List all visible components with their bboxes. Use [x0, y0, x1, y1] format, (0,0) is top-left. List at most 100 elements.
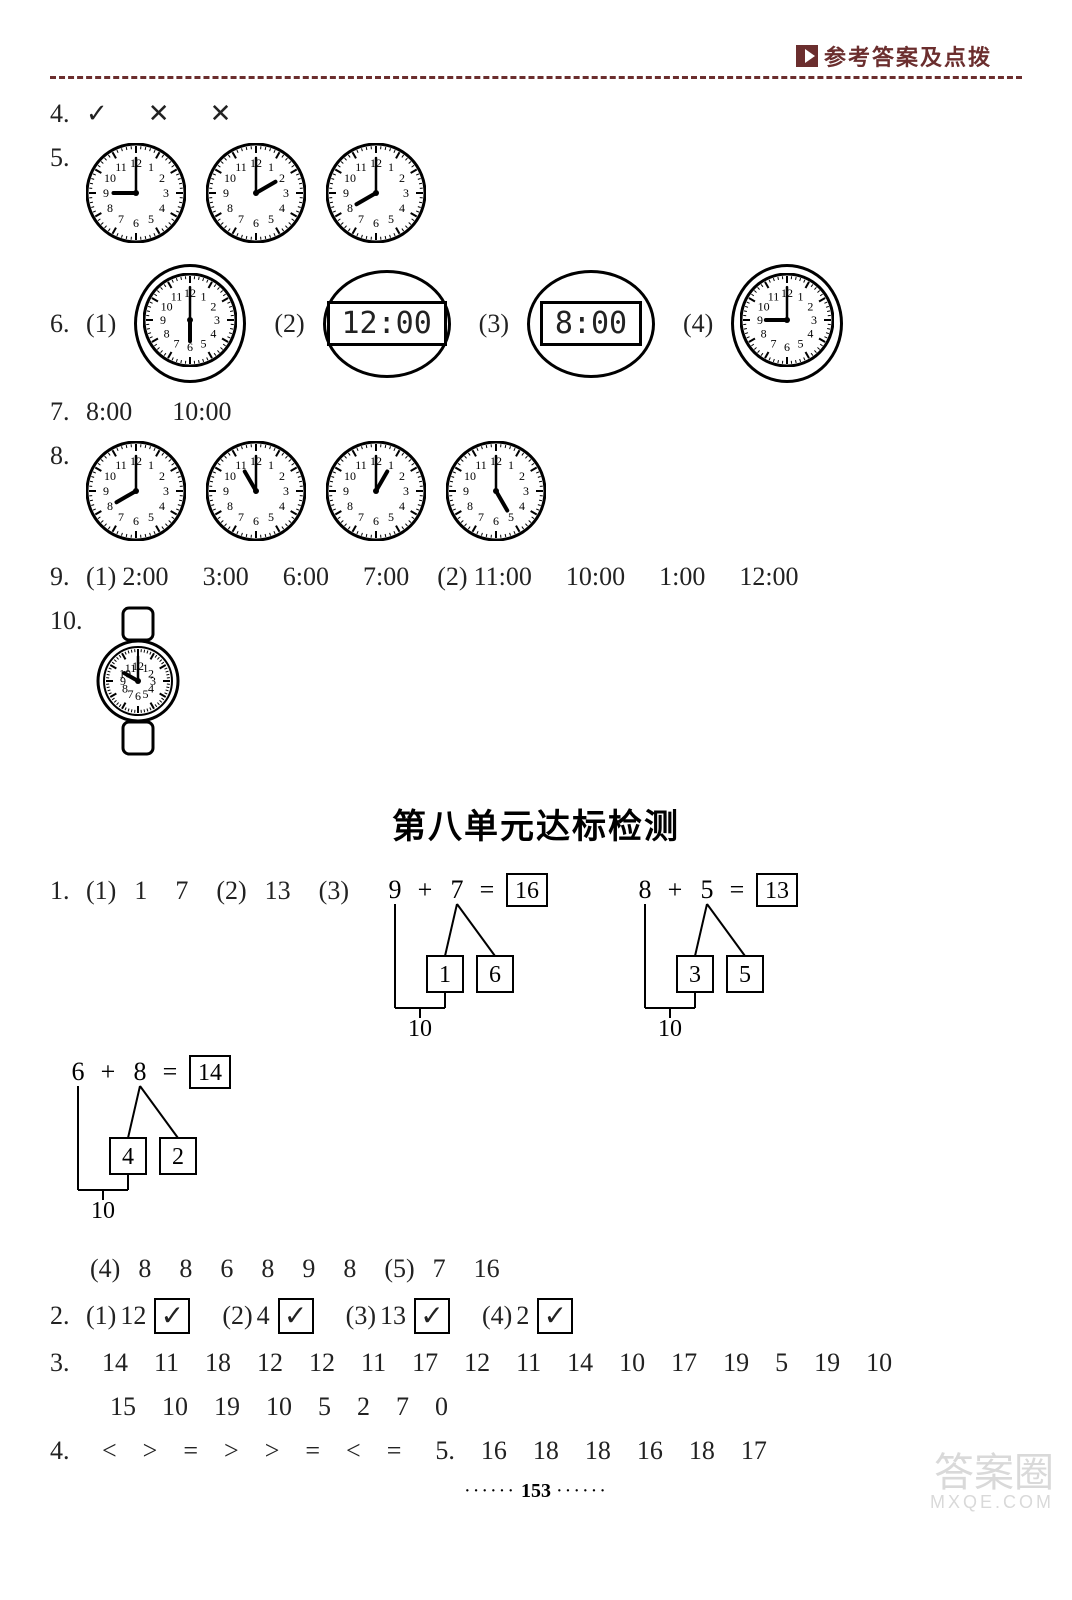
s1-sub4-v: 9: [302, 1254, 315, 1284]
q10-row: 10. 123456789101112: [50, 606, 1022, 763]
header-title: 参考答案及点拨: [824, 40, 992, 72]
svg-text:9: 9: [223, 484, 229, 498]
svg-text:5: 5: [739, 962, 751, 988]
svg-text:3: 3: [163, 186, 169, 200]
svg-text:7: 7: [174, 336, 180, 350]
svg-text:3: 3: [283, 484, 289, 498]
svg-text:9: 9: [388, 875, 401, 904]
svg-text:2: 2: [808, 300, 814, 314]
svg-text:10: 10: [344, 469, 356, 483]
svg-text:3: 3: [403, 484, 409, 498]
svg-text:4: 4: [159, 201, 165, 215]
s3-v: 17: [412, 1348, 438, 1378]
watch-icon: 123456789101112: [93, 606, 183, 756]
s3-v: 14: [102, 1348, 128, 1378]
svg-text:8: 8: [467, 499, 473, 513]
s3-v: 12: [309, 1348, 335, 1378]
s1-row: 1.(1)17(2)13(3) 9 + 7 = 16 1 6 10 8 + 5 …: [50, 876, 1022, 1240]
svg-text:5: 5: [268, 212, 274, 226]
svg-text:=: =: [730, 875, 745, 904]
s3-v: 11: [516, 1348, 541, 1378]
svg-text:5: 5: [508, 510, 514, 524]
clock: 123456789101112: [86, 143, 186, 250]
svg-text:1: 1: [388, 160, 394, 174]
svg-text:4: 4: [211, 327, 217, 341]
s5-v: 18: [689, 1436, 715, 1466]
digital-time: 12:00: [327, 301, 447, 346]
svg-text:=: =: [480, 875, 495, 904]
s3-num: 3.: [50, 1348, 76, 1378]
svg-text:5: 5: [798, 336, 804, 350]
s3-v: 2: [357, 1392, 370, 1422]
svg-text:2: 2: [211, 300, 217, 314]
svg-text:8: 8: [134, 1057, 147, 1086]
s4-op: =: [305, 1436, 320, 1466]
svg-text:8: 8: [107, 201, 113, 215]
q10-watch: 123456789101112: [93, 606, 183, 763]
s5-v: 18: [533, 1436, 559, 1466]
q6-items: (1) 123456789101112 (2)12:00(3)8:00(4) 1…: [86, 264, 871, 383]
svg-text:3: 3: [403, 186, 409, 200]
svg-text:7: 7: [478, 510, 484, 524]
s1-sub4-label: (4): [90, 1254, 120, 1284]
s3-v: 12: [257, 1348, 283, 1378]
clock: 123456789101112: [206, 441, 306, 548]
svg-text:11: 11: [768, 290, 780, 304]
svg-text:2: 2: [279, 171, 285, 185]
svg-text:6: 6: [373, 216, 379, 230]
s3-v: 14: [567, 1348, 593, 1378]
svg-text:3: 3: [163, 484, 169, 498]
svg-text:8: 8: [227, 201, 233, 215]
svg-text:1: 1: [148, 458, 154, 472]
svg-text:11: 11: [355, 458, 367, 472]
s4-op: =: [183, 1436, 198, 1466]
svg-text:8: 8: [347, 201, 353, 215]
svg-text:6: 6: [784, 340, 790, 354]
clock-icon: 123456789101112: [206, 143, 306, 243]
svg-text:8: 8: [347, 499, 353, 513]
s1-sub1-v: 7: [175, 876, 188, 906]
svg-text:4: 4: [808, 327, 814, 341]
svg-text:2: 2: [159, 171, 165, 185]
svg-text:4: 4: [159, 499, 165, 513]
q7-v0: 8:00: [86, 397, 132, 427]
q6-label: (2): [274, 309, 304, 339]
s3-row1: 3.1411181212111712111410171951910: [50, 1348, 1022, 1378]
svg-text:=: =: [163, 1057, 178, 1086]
s3-v: 17: [671, 1348, 697, 1378]
svg-text:9: 9: [463, 484, 469, 498]
divider: [50, 76, 1022, 79]
svg-text:4: 4: [519, 499, 525, 513]
svg-text:11: 11: [171, 290, 183, 304]
checkbox-icon: ✓: [154, 1298, 190, 1334]
s3-v: 0: [435, 1392, 448, 1422]
s1-sub5-label: (5): [384, 1254, 414, 1284]
clock-icon: 123456789101112: [740, 273, 834, 367]
clock-icon: 123456789101112: [86, 441, 186, 541]
clock: 123456789101112: [326, 441, 426, 548]
q8-num: 8.: [50, 441, 76, 471]
svg-text:+: +: [418, 875, 433, 904]
q10-num: 10.: [50, 606, 83, 636]
clock-icon: 123456789101112: [446, 441, 546, 541]
svg-text:16: 16: [515, 878, 539, 904]
q9-part-label: (1): [86, 562, 116, 592]
svg-text:8: 8: [107, 499, 113, 513]
svg-text:4: 4: [147, 682, 153, 696]
svg-text:10: 10: [224, 171, 236, 185]
svg-text:7: 7: [127, 687, 133, 701]
clock-icon: 123456789101112: [86, 143, 186, 243]
svg-text:2: 2: [399, 469, 405, 483]
svg-text:7: 7: [450, 875, 463, 904]
q9-value: 1:00: [659, 562, 705, 592]
checkbox-icon: ✓: [278, 1298, 314, 1334]
svg-text:5: 5: [148, 510, 154, 524]
svg-text:1: 1: [201, 290, 207, 304]
s1-sub4-v: 8: [179, 1254, 192, 1284]
q6-label: (4): [683, 309, 713, 339]
q9-value: 10:00: [566, 562, 625, 592]
svg-text:10: 10: [408, 1016, 432, 1042]
s1-sub4-v: 8: [138, 1254, 151, 1284]
clock: 123456789101112: [326, 143, 426, 250]
s2-num: 2.: [50, 1301, 76, 1331]
